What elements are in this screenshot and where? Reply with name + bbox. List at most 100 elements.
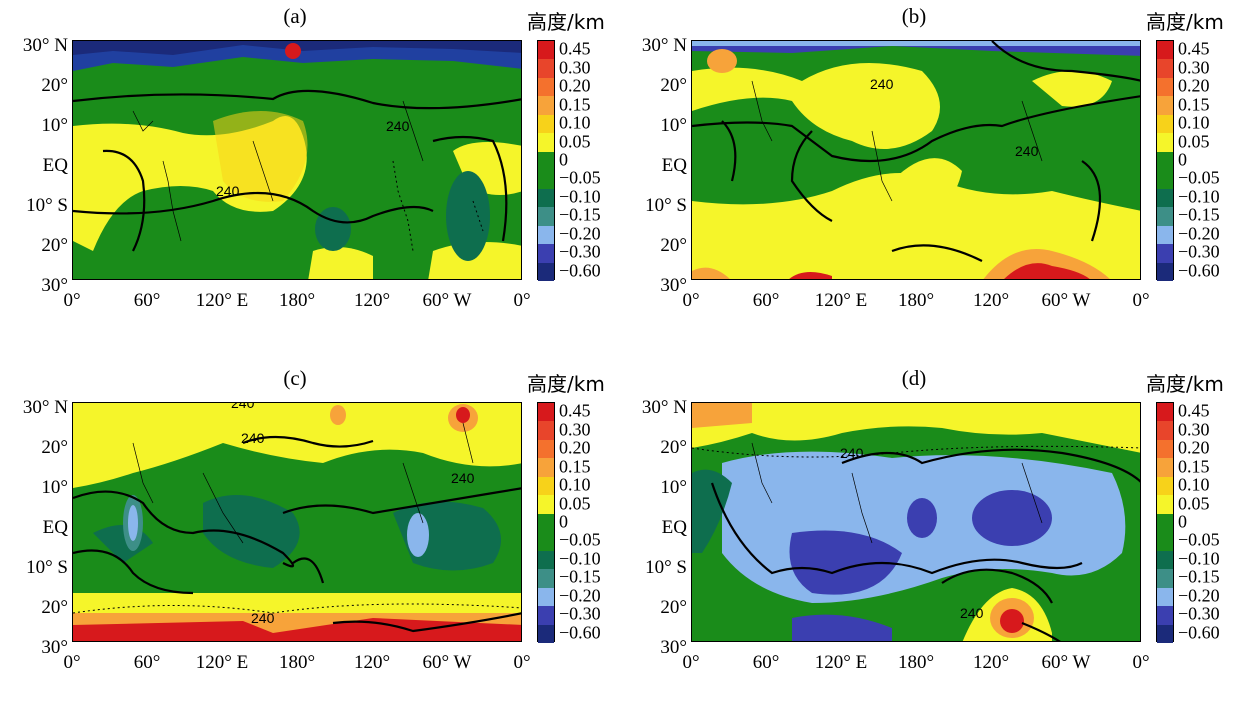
colorbar-swatch: [538, 151, 554, 171]
colorbar-level-label: −0.60: [559, 622, 601, 643]
colorbar-level-label: −0.15: [559, 204, 601, 225]
colorbar-level-label: 0.15: [1178, 456, 1210, 477]
panel-title: (b): [901, 4, 927, 28]
y-axis-label: 10° S: [26, 195, 68, 216]
colorbar-swatch: [1157, 513, 1173, 533]
y-axis-label: EQ: [42, 155, 68, 176]
colorbar-swatch: [1157, 188, 1173, 208]
colorbar-level-label: 0.20: [1178, 437, 1210, 458]
colorbar-level-label: 0.15: [559, 456, 591, 477]
colorbar-swatch: [538, 262, 554, 282]
colorbar-swatch: [1157, 77, 1173, 97]
colorbar-swatch: [538, 550, 554, 570]
x-axis-label: 120° E: [195, 652, 249, 673]
y-axis-label: EQ: [42, 517, 68, 538]
panel-c: (c) 高度/km 240 240 240 240 30° N 20° 10: [0, 362, 619, 702]
colorbar-level-label: −0.30: [559, 603, 601, 624]
x-axis-label: 60°: [752, 652, 780, 673]
colorbar-swatch: [538, 170, 554, 190]
y-axis-label: 30°: [41, 275, 68, 296]
colorbar-swatch: [538, 188, 554, 208]
colorbar-level-label: −0.05: [559, 529, 601, 550]
x-axis-label: 120° E: [814, 290, 868, 311]
x-axis-label: 60° W: [1041, 290, 1091, 311]
x-axis-label: 0°: [513, 652, 531, 673]
y-axis-label: 10°: [41, 477, 68, 498]
y-axis-label: 20°: [41, 597, 68, 618]
x-axis-label: 120° E: [814, 652, 868, 673]
colorbar-level-label: 0.30: [559, 57, 591, 78]
y-axis-label: 20°: [660, 437, 687, 458]
colorbar-level-label: −0.20: [559, 585, 601, 606]
colorbar-level-label: −0.30: [559, 241, 601, 262]
colorbar-level-label: 0.10: [559, 474, 591, 495]
colorbar-level-label: 0.05: [559, 131, 591, 152]
colorbar-title: 高度/km: [1146, 372, 1224, 396]
colorbar-level-label: 0.30: [1178, 57, 1210, 78]
colorbar-swatch: [1157, 624, 1173, 644]
colorbar-level-label: 0.30: [1178, 419, 1210, 440]
colorbar-level-label: 0.10: [1178, 112, 1210, 133]
colorbar-level-label: 0.30: [559, 419, 591, 440]
x-axis-label: 0°: [682, 652, 700, 673]
y-axis-label: 30°: [660, 275, 687, 296]
colorbar-swatch: [1157, 151, 1173, 171]
colorbar-level-label: −0.20: [1178, 223, 1220, 244]
x-axis-label: 0°: [63, 290, 81, 311]
colorbar-swatch: [538, 458, 554, 478]
y-axis-label: 20°: [41, 75, 68, 96]
y-axis-label: 10° S: [645, 195, 687, 216]
colorbar-level-label: −0.30: [1178, 603, 1220, 624]
colorbar-swatch: [1157, 569, 1173, 589]
colorbar-level-label: 0.20: [559, 437, 591, 458]
colorbar-level-label: 0: [1178, 149, 1187, 170]
y-axis-label: EQ: [661, 155, 687, 176]
panel-title: (a): [283, 4, 307, 28]
x-axis-label: 120°: [353, 652, 391, 673]
colorbar-level-label: −0.60: [559, 260, 601, 281]
colorbar-swatch: [538, 476, 554, 496]
x-axis-label: 0°: [513, 290, 531, 311]
x-axis-label: 180°: [897, 652, 935, 673]
colorbar-swatch: [1157, 476, 1173, 496]
colorbar-level-label: 0.45: [1178, 400, 1210, 421]
colorbar-level-label: 0.10: [559, 112, 591, 133]
y-axis-label: EQ: [661, 517, 687, 538]
colorbar: [1156, 40, 1174, 282]
contour-label: 240: [840, 445, 864, 461]
contour-label: 240: [785, 41, 809, 44]
x-axis-label: 180°: [278, 290, 316, 311]
y-axis-label: 10°: [660, 115, 687, 136]
colorbar-level-label: −0.60: [1178, 260, 1220, 281]
colorbar-swatch: [538, 77, 554, 97]
colorbar-title: 高度/km: [1146, 10, 1224, 34]
colorbar-swatch: [1157, 133, 1173, 153]
colorbar-swatch: [1157, 606, 1173, 626]
colorbar-level-label: 0.15: [1178, 94, 1210, 115]
x-axis-label: 120°: [972, 290, 1010, 311]
colorbar-level-label: 0.10: [1178, 474, 1210, 495]
colorbar-level-label: 0.05: [1178, 131, 1210, 152]
colorbar-swatch: [538, 96, 554, 116]
y-axis-label: 30° N: [641, 397, 687, 418]
x-axis-label: 120°: [353, 290, 391, 311]
colorbar-swatch: [538, 114, 554, 134]
x-axis-label: 60° W: [422, 652, 472, 673]
y-axis-label: 30° N: [22, 397, 68, 418]
colorbar-level-label: 0.05: [1178, 493, 1210, 514]
colorbar-swatch: [538, 421, 554, 441]
colorbar-level-label: 0.45: [559, 400, 591, 421]
colorbar-swatch: [1157, 41, 1173, 60]
colorbar-swatch: [538, 207, 554, 227]
colorbar-level-label: 0.45: [1178, 38, 1210, 59]
colorbar-level-label: −0.10: [559, 186, 601, 207]
x-axis-label: 0°: [1132, 652, 1150, 673]
map-area: 240 240 240 240: [72, 402, 522, 642]
colorbar-swatch: [538, 41, 554, 60]
panel-title: (d): [901, 366, 927, 390]
x-axis-label: 120° E: [195, 290, 249, 311]
x-axis-label: 0°: [63, 652, 81, 673]
